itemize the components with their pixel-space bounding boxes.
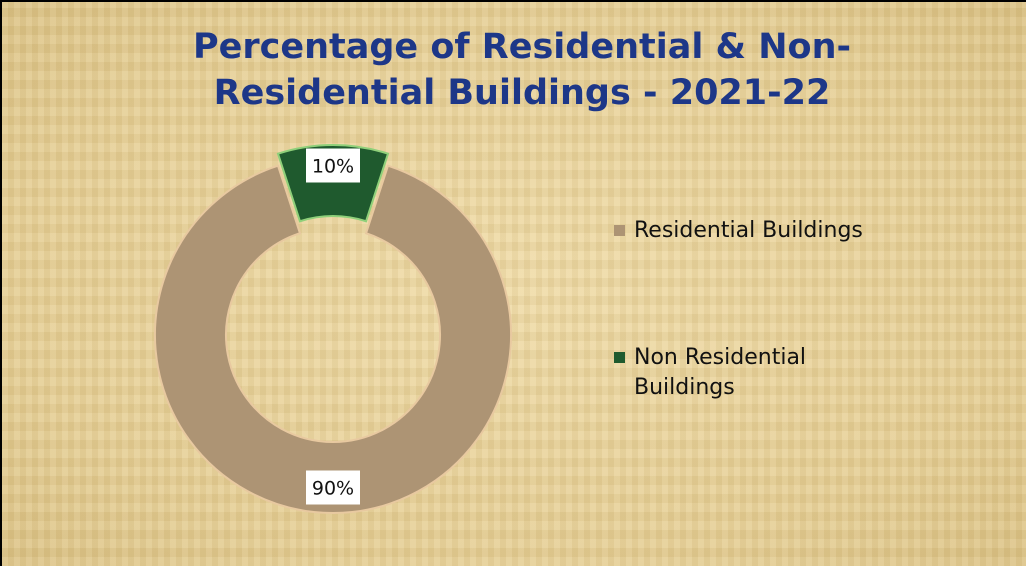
donut-segment	[276, 144, 390, 223]
chart-title: Percentage of Residential & Non-Resident…	[192, 27, 852, 113]
value-label: 90%	[312, 478, 354, 500]
legend-swatch	[614, 352, 625, 363]
value-label-box	[306, 148, 360, 183]
value-label-box	[306, 470, 360, 505]
value-label: 10%	[312, 156, 354, 178]
donut-segment	[154, 164, 512, 514]
legend-label: Residential Buildings	[634, 218, 863, 243]
legend-swatch	[614, 225, 625, 236]
legend-label: Non Residential Buildings	[634, 345, 807, 400]
